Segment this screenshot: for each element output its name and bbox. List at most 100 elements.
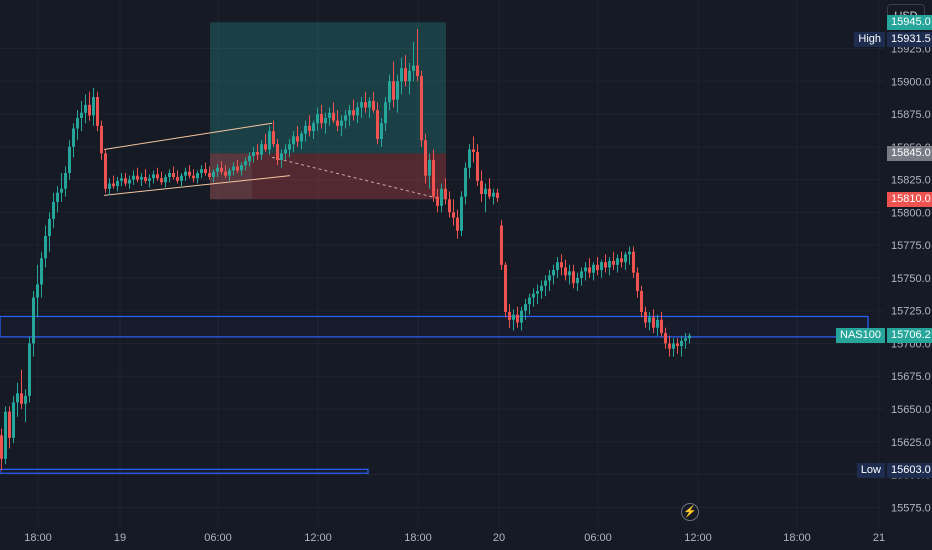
candle-body: [300, 133, 303, 142]
candle-93: [372, 91, 375, 113]
candle-body: [452, 212, 455, 218]
candle-42: [168, 169, 171, 183]
candle-15: [60, 173, 63, 202]
y-tick-label: 15650.0: [891, 404, 931, 416]
candle-body: [180, 175, 183, 181]
candle-body: [136, 175, 139, 180]
candle-88: [352, 99, 355, 121]
candle-body: [56, 192, 59, 202]
candle-156: [624, 251, 627, 271]
candle-73: [292, 131, 295, 153]
candle-132: [528, 293, 531, 315]
candle-body: [476, 152, 479, 181]
candle-23: [92, 87, 95, 126]
candle-body: [364, 102, 367, 108]
candle-101: [404, 55, 407, 87]
candle-body: [484, 188, 487, 195]
candle-154: [616, 254, 619, 273]
candle-body: [592, 264, 595, 273]
candle-59: [236, 159, 239, 174]
price-axis[interactable]: 15575.015600.015625.015650.015675.015700…: [891, 44, 931, 515]
candle-body: [352, 110, 355, 116]
candle-body: [572, 271, 575, 284]
candle-body: [284, 149, 287, 154]
candle-146: [584, 262, 587, 281]
candle-38: [152, 170, 155, 184]
candle-body: [272, 131, 275, 145]
candle-body: [580, 271, 583, 278]
candle-41: [164, 174, 167, 188]
candle-77: [308, 115, 311, 137]
level-rect-0: [0, 315, 869, 338]
candle-51: [204, 162, 207, 176]
candle-111: [444, 178, 447, 205]
candle-79: [316, 107, 319, 132]
x-tick-label: 21: [873, 532, 885, 544]
candle-body: [440, 188, 443, 206]
candle-body: [688, 335, 691, 339]
candle-body: [292, 136, 295, 145]
x-tick-label: 18:00: [24, 532, 52, 544]
candle-body: [224, 171, 227, 176]
candle-63: [252, 146, 255, 163]
candle-body: [84, 104, 87, 113]
candle-body: [368, 100, 371, 108]
candle-157: [628, 246, 631, 265]
candle-body: [548, 275, 551, 281]
long-position-tool[interactable]: [210, 22, 446, 200]
candle-body: [132, 175, 135, 180]
candle-body: [608, 260, 611, 268]
candle-167: [668, 335, 671, 357]
candle-body: [628, 251, 631, 255]
price-tag-value: 15603.0: [887, 463, 932, 479]
candle-123: [492, 188, 495, 205]
candle-body: [356, 107, 359, 116]
candle-29: [116, 176, 119, 192]
candle-body: [640, 291, 643, 313]
candle-155: [620, 251, 623, 268]
y-tick-label: 15825.0: [891, 175, 931, 187]
lightning-icon[interactable]: ⚡: [681, 503, 699, 521]
price-tag-value: 15945.0: [887, 14, 932, 30]
candle-116: [464, 162, 467, 205]
candle-body: [96, 97, 99, 126]
candle-17: [68, 140, 71, 180]
candle-27: [108, 178, 111, 196]
candle-137: [548, 270, 551, 292]
candle-body: [124, 178, 127, 184]
time-axis[interactable]: 18:00 19 06:00 12:00 18:00 20 06:00 12:00 18:00 2…: [24, 532, 885, 544]
candle-161: [644, 306, 647, 328]
candle-92: [368, 97, 371, 118]
channel-drawings[interactable]: [103, 122, 443, 200]
candle-body: [412, 65, 415, 71]
candle-19: [76, 110, 79, 141]
candle-body: [64, 173, 67, 189]
y-tick-label: 15725.0: [891, 306, 931, 318]
candle-89: [356, 102, 359, 124]
candle-153: [612, 251, 615, 271]
horizontal-levels[interactable]: [0, 315, 869, 474]
candle-65: [260, 140, 263, 160]
price-tag-prefix: NAS100: [836, 327, 885, 343]
y-tick-label: 15575.0: [891, 502, 931, 514]
candle-54: [216, 163, 219, 177]
candle-16: [64, 166, 67, 197]
candle-body: [376, 110, 379, 139]
candle-body: [148, 178, 151, 181]
candle-152: [608, 256, 611, 276]
candle-119: [476, 144, 479, 187]
candle-56: [224, 165, 227, 179]
candle-body: [648, 317, 651, 323]
candle-body: [536, 291, 539, 294]
candle-body: [144, 176, 147, 181]
candle-69: [276, 138, 279, 166]
candle-96: [384, 97, 387, 132]
candle-body: [588, 267, 591, 273]
y-tick-label: 15875.0: [891, 109, 931, 121]
y-tick-label: 15775.0: [891, 240, 931, 252]
candle-body: [500, 225, 503, 265]
candle-124: [496, 188, 499, 202]
candle-121: [484, 183, 487, 213]
